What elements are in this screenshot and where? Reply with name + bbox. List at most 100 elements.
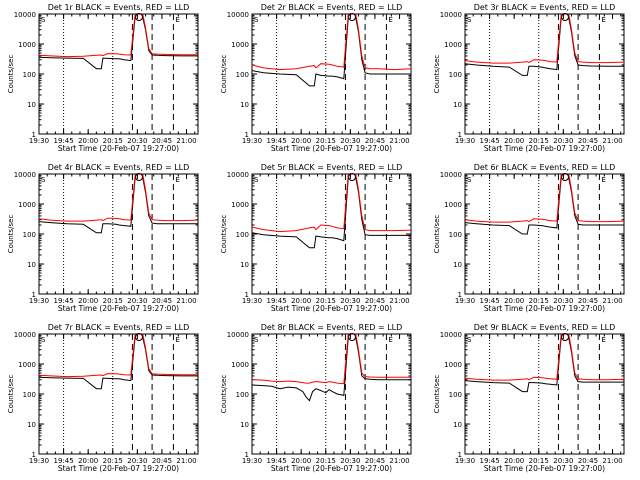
x-tick-label: 20:15 xyxy=(529,297,549,305)
y-tick-label: 10000 xyxy=(440,331,462,339)
x-tick-label: 20:15 xyxy=(103,137,123,145)
x-tick-label: 19:45 xyxy=(266,137,286,145)
plot-title: Det 6r BLACK = Events, RED = LLD xyxy=(474,163,616,172)
x-tick-label: 20:15 xyxy=(316,297,336,305)
y-axis-label: Counts/sec xyxy=(220,375,228,414)
plot-frame xyxy=(464,173,625,295)
plot-title: Det 5r BLACK = Events, RED = LLD xyxy=(261,163,403,172)
events-series-line xyxy=(252,174,411,249)
x-axis-label: Start Time (20-Feb-07 19:27:00) xyxy=(58,304,179,313)
marker-label-e: E xyxy=(175,336,179,344)
x-tick-label: 20:45 xyxy=(152,137,172,145)
x-tick-label: 20:00 xyxy=(291,457,311,465)
events-series-line xyxy=(465,174,624,235)
y-tick-label: 10 xyxy=(27,101,36,109)
lld-series-line xyxy=(252,174,411,233)
y-tick-label: 100 xyxy=(23,231,36,239)
plot-title: Det 9r BLACK = Events, RED = LLD xyxy=(474,323,616,332)
y-axis-label: Counts/sec xyxy=(220,55,228,94)
detector-panel-3: Det 3r BLACK = Events, RED = LLD 1 10 100 10… xyxy=(433,3,625,153)
y-tick-label: 10000 xyxy=(440,11,462,19)
y-tick-label: 10000 xyxy=(14,171,36,179)
plot-title: Det 1r BLACK = Events, RED = LLD xyxy=(48,3,190,12)
y-axis-label: Counts/sec xyxy=(7,55,15,94)
x-axis-label: Start Time (20-Feb-07 19:27:00) xyxy=(271,144,392,153)
plot-title: Det 3r BLACK = Events, RED = LLD xyxy=(474,3,616,12)
x-tick-label: 19:45 xyxy=(479,297,499,305)
x-tick-label: 20:45 xyxy=(365,457,385,465)
x-axis-label: Start Time (20-Feb-07 19:27:00) xyxy=(484,464,605,473)
x-axis-label: Start Time (20-Feb-07 19:27:00) xyxy=(58,464,179,473)
x-tick-label: 21:00 xyxy=(602,457,622,465)
marker-label-s: S xyxy=(467,16,472,24)
x-tick-label: 20:15 xyxy=(103,457,123,465)
marker-label-e: E xyxy=(601,176,605,184)
lld-series-line xyxy=(465,14,624,64)
plot-frame xyxy=(251,333,412,455)
detector-panel-5: Det 5r BLACK = Events, RED = LLD 1 10 100 10… xyxy=(220,163,412,313)
x-tick-label: 20:30 xyxy=(127,297,147,305)
y-tick-label: 10 xyxy=(240,261,249,269)
events-series-line xyxy=(465,14,624,76)
detector-panel-6: Det 6r BLACK = Events, RED = LLD 1 10 100 10… xyxy=(433,163,625,313)
plot-frame xyxy=(38,173,199,295)
x-tick-label: 20:00 xyxy=(291,137,311,145)
y-axis-label: Counts/sec xyxy=(220,215,228,254)
x-tick-label: 20:45 xyxy=(365,137,385,145)
detector-panel-7: Det 7r BLACK = Events, RED = LLD 1 10 100 10… xyxy=(7,323,199,473)
lld-series-line xyxy=(39,334,198,378)
detector-panel-2: Det 2r BLACK = Events, RED = LLD 1 10 100 10… xyxy=(220,3,412,153)
x-axis-label: Start Time (20-Feb-07 19:27:00) xyxy=(484,144,605,153)
x-tick-label: 20:00 xyxy=(291,297,311,305)
y-tick-label: 1000 xyxy=(231,201,249,209)
y-tick-label: 100 xyxy=(236,391,249,399)
x-tick-label: 20:00 xyxy=(504,137,524,145)
x-tick-label: 20:00 xyxy=(78,137,98,145)
x-tick-label: 19:45 xyxy=(266,297,286,305)
x-axis-label: Start Time (20-Feb-07 19:27:00) xyxy=(484,304,605,313)
y-tick-label: 1000 xyxy=(444,361,462,369)
events-series-line xyxy=(252,14,411,87)
y-tick-label: 1 xyxy=(32,291,36,299)
lld-series-line xyxy=(39,14,198,58)
y-tick-label: 1 xyxy=(458,451,462,459)
events-series-line xyxy=(39,174,198,234)
y-tick-label: 10 xyxy=(240,101,249,109)
x-tick-label: 21:00 xyxy=(389,137,409,145)
y-tick-label: 10 xyxy=(453,421,462,429)
detector-panel-8: Det 8r BLACK = Events, RED = LLD 1 10 100 10… xyxy=(220,323,412,473)
lld-series-line xyxy=(465,174,624,223)
x-tick-label: 19:45 xyxy=(479,457,499,465)
y-tick-label: 10000 xyxy=(440,171,462,179)
y-tick-label: 1000 xyxy=(444,41,462,49)
x-axis-label: Start Time (20-Feb-07 19:27:00) xyxy=(271,464,392,473)
y-tick-label: 1 xyxy=(32,451,36,459)
detector-panel-4: Det 4r BLACK = Events, RED = LLD 1 10 100 10… xyxy=(7,163,199,313)
marker-label-e: E xyxy=(388,16,392,24)
y-tick-label: 1 xyxy=(458,131,462,139)
y-tick-label: 1000 xyxy=(231,41,249,49)
x-tick-label: 21:00 xyxy=(176,457,196,465)
y-tick-label: 100 xyxy=(449,71,462,79)
x-tick-label: 19:45 xyxy=(53,297,73,305)
x-tick-label: 20:45 xyxy=(152,457,172,465)
x-tick-label: 21:00 xyxy=(176,137,196,145)
x-tick-label: 20:45 xyxy=(578,457,598,465)
y-tick-label: 1000 xyxy=(231,361,249,369)
y-tick-label: 10000 xyxy=(14,331,36,339)
y-tick-label: 10 xyxy=(453,261,462,269)
x-tick-label: 19:30 xyxy=(29,137,49,145)
x-tick-label: 21:00 xyxy=(602,137,622,145)
x-tick-label: 19:45 xyxy=(53,137,73,145)
y-tick-label: 10000 xyxy=(14,11,36,19)
y-tick-label: 1 xyxy=(245,291,249,299)
lld-series-line xyxy=(39,174,198,222)
events-series-line xyxy=(252,334,411,402)
plot-frame xyxy=(464,13,625,135)
x-tick-label: 20:30 xyxy=(553,137,573,145)
x-tick-label: 20:15 xyxy=(103,297,123,305)
y-axis-label: Counts/sec xyxy=(433,375,441,414)
x-tick-label: 20:45 xyxy=(365,297,385,305)
x-tick-label: 19:30 xyxy=(29,457,49,465)
marker-label-e: E xyxy=(175,16,179,24)
